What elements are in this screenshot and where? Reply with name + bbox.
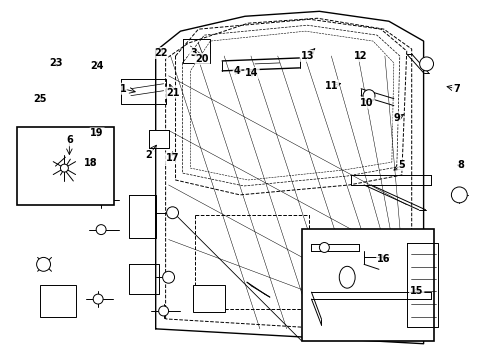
Circle shape: [166, 207, 178, 219]
Text: 17: 17: [165, 153, 179, 163]
Circle shape: [319, 243, 328, 252]
Text: 3: 3: [190, 48, 196, 58]
Text: 11: 11: [324, 81, 337, 91]
Bar: [301, 229, 433, 341]
Text: 4: 4: [233, 66, 240, 76]
Text: 19: 19: [90, 129, 103, 138]
Text: 16: 16: [376, 255, 390, 264]
Circle shape: [93, 294, 103, 304]
Text: 18: 18: [84, 158, 98, 168]
Text: 12: 12: [354, 51, 367, 61]
Text: 25: 25: [33, 94, 46, 104]
Circle shape: [163, 271, 174, 283]
Bar: [193, 285, 224, 312]
Text: 21: 21: [165, 88, 179, 98]
Text: 15: 15: [409, 286, 423, 296]
Text: 14: 14: [244, 68, 258, 78]
Circle shape: [37, 257, 50, 271]
Ellipse shape: [339, 266, 354, 288]
Text: 24: 24: [90, 61, 103, 71]
Bar: [148, 130, 168, 148]
Text: 7: 7: [452, 84, 459, 94]
Text: 2: 2: [145, 150, 152, 160]
Text: 5: 5: [398, 160, 405, 170]
Text: 8: 8: [456, 160, 463, 170]
Text: 22: 22: [154, 48, 167, 58]
Circle shape: [419, 57, 433, 71]
Circle shape: [96, 195, 106, 205]
Circle shape: [450, 187, 467, 203]
Text: 10: 10: [360, 98, 373, 108]
Text: 1: 1: [120, 84, 126, 94]
Circle shape: [362, 90, 374, 102]
Circle shape: [158, 306, 168, 316]
Text: 6: 6: [66, 135, 73, 145]
Bar: [17, 127, 114, 205]
Text: 23: 23: [50, 58, 63, 68]
Text: 13: 13: [300, 51, 314, 61]
Text: 9: 9: [393, 113, 399, 123]
Circle shape: [61, 164, 68, 172]
Circle shape: [96, 225, 106, 235]
Bar: [40, 285, 76, 317]
Text: 20: 20: [195, 54, 209, 64]
